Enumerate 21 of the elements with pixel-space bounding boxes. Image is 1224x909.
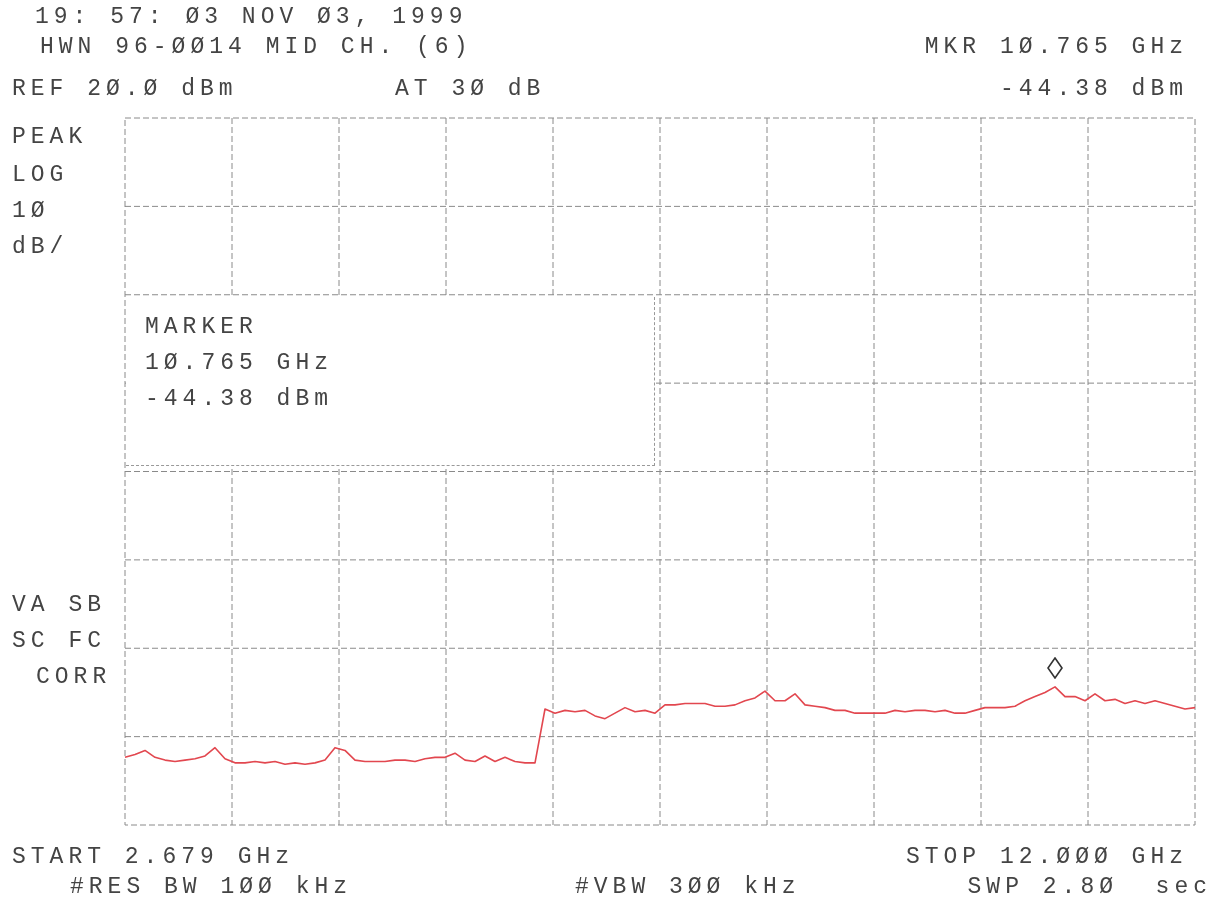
text: AT 3Ø dB [395, 76, 546, 102]
text: START 2.679 GHz [12, 844, 295, 870]
text: 1Ø [12, 198, 50, 224]
text: STOP 12.ØØØ GHz [905, 844, 1188, 870]
text: SWP 2.8Ø sec [967, 874, 1212, 900]
text: VA SB [12, 592, 107, 618]
text: SC FC [12, 628, 107, 654]
text: LOG [12, 162, 69, 188]
text: MARKER [145, 314, 258, 340]
text: -44.38 dBm [999, 76, 1188, 102]
text: REF 2Ø.Ø dBm [12, 76, 238, 102]
text: #VBW 3ØØ kHz [575, 874, 801, 900]
chart-title: 19: 57: Ø3 NOV Ø3, 1999 [35, 4, 468, 30]
text: MKR 1Ø.765 GHz [924, 34, 1188, 60]
text: #RES BW 1ØØ kHz [70, 874, 353, 900]
text: dB/ [12, 234, 69, 260]
text: -44.38 dBm [145, 386, 334, 412]
chart-subtitle: HWN 96-ØØ14 MID CH. (6) [40, 34, 473, 60]
text: CORR [36, 664, 112, 690]
text: 1Ø.765 GHz [145, 350, 334, 376]
text: PEAK [12, 124, 88, 150]
